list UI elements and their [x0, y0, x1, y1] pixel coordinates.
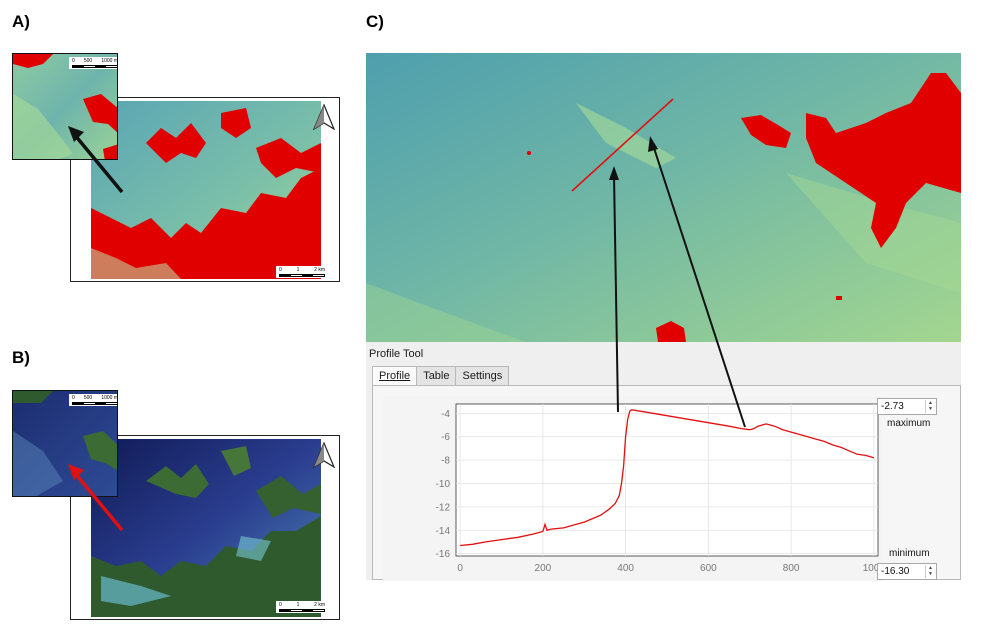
- map-c-image: [366, 53, 961, 342]
- maximum-label: maximum: [887, 418, 931, 429]
- x-tick-label: 1000: [863, 563, 883, 574]
- scale-bar-inset-a: 0 500 1000 m: [69, 57, 118, 69]
- scale-tick: 500: [83, 395, 93, 401]
- plot-frame: [455, 403, 879, 557]
- scale-bar-inset-b: 0 500 1000 m: [69, 394, 118, 406]
- y-tick-label: -16: [436, 549, 451, 560]
- profile-tool-panel: Profile Tool Profile Table Settings -4 -6…: [366, 342, 961, 581]
- maximum-value: -2.73: [881, 401, 904, 412]
- tab-label: Profile: [379, 370, 411, 382]
- scale-tick: 1000 m: [101, 58, 118, 64]
- tab-settings[interactable]: Settings: [455, 366, 510, 385]
- map-a-main-image: [91, 101, 321, 279]
- panel-label-b: B): [12, 348, 30, 367]
- panel-label-c: C): [366, 12, 384, 31]
- x-tick-label: 600: [700, 563, 717, 574]
- minimum-value: -16.30: [881, 566, 910, 577]
- scale-tick: 0: [72, 395, 75, 401]
- map-a-inset: 0 500 1000 m: [12, 53, 118, 160]
- x-tick-label: 0: [457, 563, 463, 574]
- profile-plot-area: -4 -6 -8 -10 -12 -14 -16 0 200 400 600 800 1000: [383, 396, 885, 581]
- map-b-main-image: [91, 439, 321, 617]
- map-a-main: 0 1 2 km: [70, 97, 340, 282]
- scale-tick: 1000 m: [101, 395, 118, 401]
- x-tick-label: 400: [617, 563, 634, 574]
- scale-bar-main-b: 0 1 2 km: [276, 601, 328, 613]
- minimum-spinbox[interactable]: -16.30 ▲ ▼: [877, 563, 937, 580]
- maximum-spinbox[interactable]: -2.73 ▲ ▼: [877, 398, 937, 415]
- map-b-main: 0 1 2 km: [70, 435, 340, 620]
- map-c-canvas[interactable]: [366, 53, 961, 342]
- arrow-b-red: [68, 464, 124, 532]
- scale-tick: 0: [72, 58, 75, 64]
- north-arrow-icon: [313, 104, 335, 130]
- profile-tool-tabs: Profile Table Settings: [372, 366, 510, 386]
- x-tick-label: 200: [535, 563, 552, 574]
- profile-tab-body: -4 -6 -8 -10 -12 -14 -16 0 200 400 600 800 1000 -2.…: [372, 385, 961, 581]
- panel-label-a: A): [12, 12, 30, 31]
- north-arrow-icon: [313, 442, 335, 468]
- map-b-inset-image: [13, 391, 117, 496]
- scale-tick: 2 km: [314, 602, 325, 608]
- scale-tick: 500: [83, 58, 93, 64]
- scale-bar-main-a: 0 1 2 km: [276, 266, 328, 278]
- scale-tick: 0: [279, 267, 282, 273]
- tab-profile[interactable]: Profile: [372, 366, 418, 386]
- arrow-a-black: [68, 126, 124, 194]
- map-b-inset: 0 500 1000 m: [12, 390, 118, 497]
- spin-arrows-icon[interactable]: ▲ ▼: [925, 400, 935, 413]
- spin-arrows-icon[interactable]: ▲ ▼: [925, 565, 935, 578]
- profile-tool-title: Profile Tool: [369, 348, 424, 360]
- scale-tick: 0: [279, 602, 282, 608]
- minimum-label: minimum: [889, 548, 930, 559]
- scale-tick: 2 km: [314, 267, 325, 273]
- y-tick-label: -12: [436, 502, 451, 513]
- profile-series-line: [460, 409, 875, 547]
- scale-tick: 1: [296, 267, 300, 273]
- profile-chart: -4 -6 -8 -10 -12 -14 -16 0 200 400 600 800 1000: [436, 403, 885, 574]
- tab-table[interactable]: Table: [416, 366, 457, 385]
- y-tick-label: -14: [436, 526, 451, 537]
- tab-label: Settings: [462, 370, 503, 382]
- y-tick-label: -4: [441, 409, 450, 420]
- tab-label: Table: [423, 370, 450, 382]
- scale-tick: 1: [296, 602, 300, 608]
- x-tick-label: 800: [783, 563, 800, 574]
- y-tick-label: -6: [441, 432, 450, 443]
- y-tick-label: -10: [436, 479, 451, 490]
- map-a-inset-image: [13, 54, 117, 159]
- y-tick-label: -8: [441, 456, 450, 467]
- profile-transect-line: [571, 98, 674, 192]
